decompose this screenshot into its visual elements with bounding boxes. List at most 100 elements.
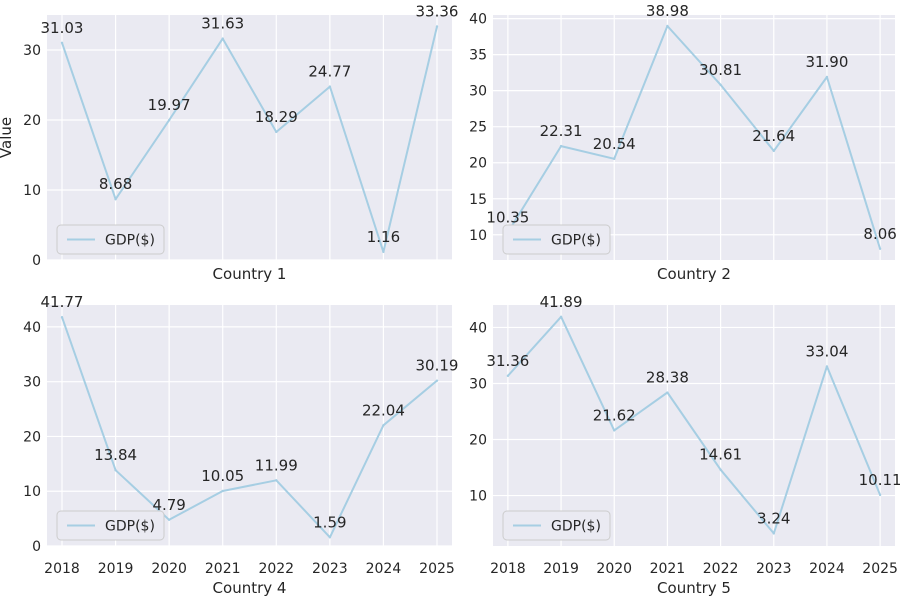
data-label: 10.11	[859, 471, 900, 489]
data-label: 31.90	[805, 53, 848, 71]
data-label: 41.89	[540, 293, 583, 311]
x-axis-label: Country 5	[657, 579, 731, 597]
data-label: 30.19	[416, 357, 459, 375]
data-point	[506, 374, 510, 378]
data-point	[559, 315, 563, 319]
y-tick-label: 10	[23, 484, 41, 500]
data-point	[221, 489, 224, 493]
data-point	[878, 493, 882, 497]
y-tick-label: 30	[23, 375, 41, 391]
chart-panel-1: 0 10 20 30 Country 1 Value 31.03 8.68 19.97 31.63…	[0, 2, 458, 283]
data-point	[613, 157, 616, 161]
data-label: 31.36	[486, 352, 529, 370]
data-label: 21.62	[593, 406, 636, 424]
data-label: 4.79	[152, 496, 185, 514]
y-tick-label: 20	[469, 156, 487, 172]
legend-label: GDP($)	[105, 233, 155, 249]
x-axis-label: Country 4	[213, 579, 287, 597]
series-line	[61, 26, 438, 253]
data-label: 22.04	[362, 401, 405, 419]
x-tick-label: 2022	[703, 561, 739, 577]
legend	[56, 224, 165, 255]
x-tick-label: 2021	[650, 561, 686, 577]
data-point	[275, 479, 278, 482]
x-tick-label: 2025	[862, 561, 898, 577]
y-tick-label: 20	[469, 433, 487, 449]
y-tick-label: 30	[469, 376, 487, 392]
x-tick-label: 2020	[596, 561, 632, 577]
y-tick-label: 0	[32, 253, 41, 269]
x-tick-label: 2018	[44, 561, 80, 577]
data-label: 1.16	[367, 228, 400, 246]
y-axis-label: Value	[0, 117, 15, 158]
chart-panel-3: 0 10 20 30 40 2018 2019 2020 2021 2022 2023 2024 202…	[23, 293, 458, 597]
y-tick-label: 30	[23, 43, 41, 59]
legend	[502, 510, 611, 541]
data-point	[382, 250, 385, 254]
y-tick-label: 40	[23, 320, 41, 336]
data-label: 11.99	[255, 456, 298, 474]
data-label: 13.84	[94, 446, 137, 464]
x-tick-label: 2022	[258, 561, 294, 577]
data-label: 20.54	[593, 135, 636, 153]
y-tick-label: 20	[23, 113, 41, 129]
data-label: 14.61	[699, 446, 742, 464]
y-tick-label: 10	[469, 228, 487, 244]
y-tick-label: 0	[32, 539, 41, 555]
data-point	[772, 149, 775, 153]
data-point	[559, 144, 563, 148]
data-point	[328, 85, 332, 88]
data-label: 41.77	[41, 293, 84, 311]
x-tick-label: 2023	[756, 561, 792, 577]
data-label: 30.81	[699, 61, 742, 79]
legend-label: GDP($)	[105, 519, 155, 535]
data-label: 33.36	[416, 2, 459, 20]
y-tick-label: 40	[469, 12, 487, 28]
data-point	[275, 130, 278, 134]
y-tick-label: 20	[23, 429, 41, 445]
x-tick-label: 2023	[312, 561, 348, 577]
legend	[56, 510, 165, 541]
legend-label: GDP($)	[551, 233, 601, 249]
x-tick-label: 2019	[98, 561, 134, 577]
data-point	[167, 518, 171, 521]
data-label: 21.64	[752, 127, 795, 145]
plot-background	[47, 15, 452, 260]
y-tick-label: 10	[23, 183, 41, 199]
series-line	[61, 316, 438, 539]
data-point	[114, 468, 117, 472]
data-point	[666, 24, 669, 28]
data-point	[719, 83, 722, 87]
data-label: 33.04	[805, 342, 848, 360]
data-label: 28.38	[646, 369, 689, 387]
legend-label: GDP($)	[551, 519, 601, 535]
series-line	[507, 25, 882, 250]
plot-background	[493, 305, 895, 546]
y-tick-label: 25	[469, 120, 487, 136]
x-tick-label: 2020	[151, 561, 187, 577]
chart-panel-4: 10 20 30 40 2018 2019 2020 2021 2022 2023 2024 2025…	[469, 293, 900, 597]
data-point	[60, 316, 64, 319]
data-label: 31.03	[41, 19, 84, 37]
data-point	[613, 429, 616, 432]
legend	[502, 224, 611, 255]
x-axis-label: Country 2	[657, 265, 731, 283]
x-tick-label: 2025	[419, 561, 455, 577]
data-point	[878, 247, 882, 250]
x-tick-label: 2024	[366, 561, 402, 577]
data-point	[666, 391, 669, 394]
x-tick-label: 2021	[205, 561, 241, 577]
y-tick-label: 30	[469, 84, 487, 100]
data-point	[60, 41, 64, 44]
x-tick-label: 2024	[809, 561, 845, 577]
y-tick-label: 10	[469, 489, 487, 505]
data-point	[825, 365, 829, 368]
data-point	[772, 532, 775, 535]
data-label: 19.97	[148, 96, 191, 114]
data-point	[114, 198, 117, 201]
data-point	[435, 25, 439, 28]
data-point	[328, 536, 332, 539]
data-point	[382, 424, 385, 427]
x-axis-label: Country 1	[213, 265, 287, 283]
